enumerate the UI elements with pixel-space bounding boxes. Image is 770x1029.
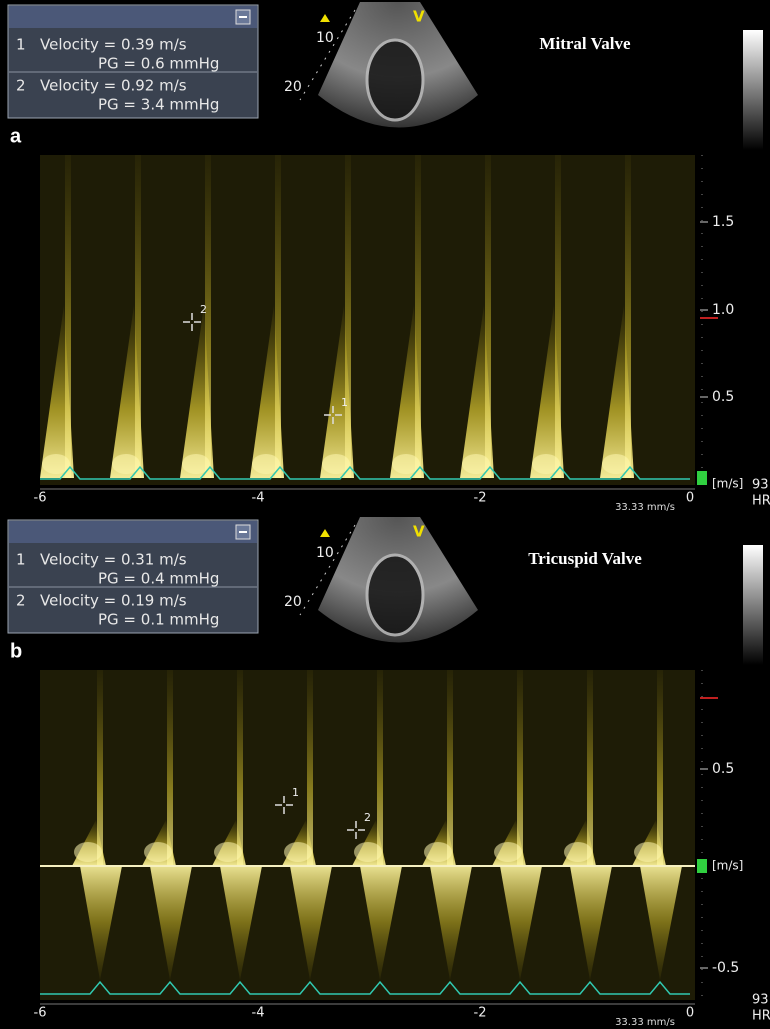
flow-spike — [485, 155, 491, 478]
measure-header — [9, 6, 257, 28]
flow-glow — [284, 842, 312, 862]
pressure-gradient: PG = 0.1 mmHg — [98, 611, 219, 629]
probe-marker — [320, 14, 330, 22]
velocity: Velocity = 0.39 m/s — [40, 36, 187, 54]
flow-spike — [167, 670, 173, 866]
x-label: -6 — [34, 491, 47, 506]
flow-spike — [237, 670, 243, 866]
cursor-label: 2 — [200, 303, 207, 316]
panel: 1 Velocity = 0.31 m/sPG = 0.4 mmHg 2 Veloci… — [8, 517, 770, 1028]
flow-glow — [634, 842, 662, 862]
screen: 1 Velocity = 0.39 m/sPG = 0.6 mmHg 2 Veloci… — [0, 0, 770, 1029]
view-marker: V — [413, 523, 425, 541]
spectrum — [40, 670, 695, 1000]
x-label: -2 — [474, 1006, 487, 1021]
probe-marker — [320, 529, 330, 537]
flow-spike — [555, 155, 561, 478]
measure-header — [9, 521, 257, 543]
y-label: 0.5 — [712, 389, 734, 405]
flow-glow — [214, 842, 242, 862]
flow-spike — [205, 155, 211, 478]
flow-spike — [415, 155, 421, 478]
hr-label: HR — [752, 1009, 770, 1024]
echo-chamber — [367, 40, 423, 120]
cursor-label: 1 — [341, 396, 348, 409]
hr-value: 93 — [752, 993, 769, 1008]
unit: [m/s] — [712, 477, 743, 491]
y-label: 1.5 — [712, 214, 734, 230]
flow-spike — [625, 155, 631, 478]
flow-glow — [144, 842, 172, 862]
x-label: -4 — [252, 1006, 265, 1021]
measure-index: 1 — [16, 36, 26, 54]
x-label: -6 — [34, 1006, 47, 1021]
baseline-marker — [697, 471, 707, 485]
flow-glow — [494, 842, 522, 862]
title: Mitral Valve — [539, 34, 631, 53]
spectrum — [40, 155, 695, 485]
flow-spike — [97, 670, 103, 866]
pressure-gradient: PG = 0.4 mmHg — [98, 570, 219, 588]
panel: 1 Velocity = 0.39 m/sPG = 0.6 mmHg 2 Veloci… — [8, 2, 770, 513]
x-label: -2 — [474, 491, 487, 506]
flow-glow — [74, 842, 102, 862]
flow-glow — [354, 842, 382, 862]
sweep-speed: 33.33 mm/s — [615, 1017, 675, 1028]
title: Tricuspid Valve — [528, 549, 642, 568]
flow-spike — [307, 670, 313, 866]
flow-spike — [65, 155, 71, 478]
sweep-speed: 33.33 mm/s — [615, 502, 675, 513]
flow-glow — [424, 842, 452, 862]
cursor-label: 1 — [292, 786, 299, 799]
depth-label: 20 — [284, 594, 302, 610]
flow-spike — [345, 155, 351, 478]
measure-index: 1 — [16, 551, 26, 569]
x-label: 0 — [686, 1006, 694, 1021]
measure-index: 2 — [16, 77, 26, 95]
velocity: Velocity = 0.31 m/s — [40, 551, 187, 569]
y-label: 0.5 — [712, 761, 734, 777]
flow-spike — [447, 670, 453, 866]
spectrum-bg — [40, 670, 695, 1000]
panel-label: a — [10, 125, 22, 147]
velocity: Velocity = 0.92 m/s — [40, 77, 187, 95]
depth-label: 10 — [316, 545, 334, 561]
flow-spike — [275, 155, 281, 478]
measure-index: 2 — [16, 592, 26, 610]
depth-label: 20 — [284, 79, 302, 95]
flow-spike — [135, 155, 141, 478]
y-label: -0.5 — [712, 960, 739, 976]
pressure-gradient: PG = 0.6 mmHg — [98, 55, 219, 73]
gray-bar — [743, 30, 763, 150]
y-label: 1.0 — [712, 302, 734, 318]
echo-chamber — [367, 555, 423, 635]
flow-spike — [657, 670, 663, 866]
depth-label: 10 — [316, 30, 334, 46]
flow-spike — [377, 670, 383, 866]
hr-value: 93 — [752, 478, 769, 493]
cursor-label: 2 — [364, 811, 371, 824]
pressure-gradient: PG = 3.4 mmHg — [98, 96, 219, 114]
view-marker: V — [413, 8, 425, 26]
x-label: 0 — [686, 491, 694, 506]
panel-label: b — [10, 640, 22, 662]
flow-spike — [517, 670, 523, 866]
x-label: -4 — [252, 491, 265, 506]
flow-glow — [564, 842, 592, 862]
baseline-marker — [697, 859, 707, 873]
velocity: Velocity = 0.19 m/s — [40, 592, 187, 610]
unit: [m/s] — [712, 859, 743, 873]
gray-bar — [743, 545, 763, 665]
flow-spike — [587, 670, 593, 866]
hr-label: HR — [752, 494, 770, 509]
